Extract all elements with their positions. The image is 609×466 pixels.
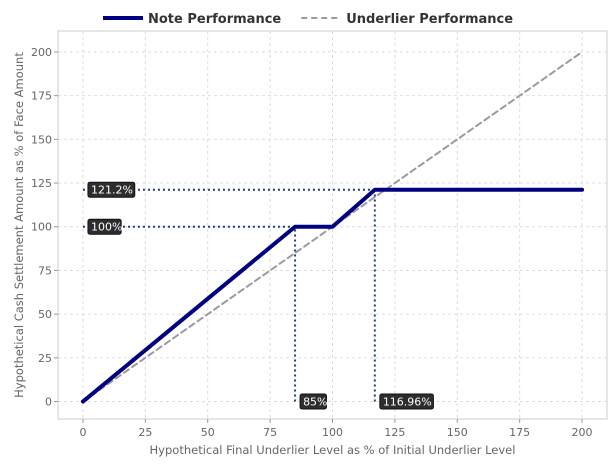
annotation-text: 85% (303, 396, 327, 409)
annotation-box (87, 218, 122, 235)
annotation-box (87, 181, 136, 198)
annotation-label: 100% (87, 218, 122, 235)
legend: Note Performance Underlier Performance (103, 12, 513, 27)
x-tick-label: 50 (201, 426, 215, 439)
legend-item: Underlier Performance (301, 12, 513, 27)
legend-item: Note Performance (103, 12, 281, 27)
x-tick-label: 25 (138, 426, 152, 439)
x-tick-label: 150 (447, 426, 468, 439)
annotations: 121.2% 100% 85% 116.96% (87, 181, 434, 410)
annotation-text: 116.96% (383, 396, 432, 409)
y-tick-label: 0 (45, 396, 52, 409)
y-axis-title: Hypothetical Cash Settlement Amount as %… (12, 52, 26, 398)
y-tick-label: 150 (31, 133, 52, 146)
x-tick-label: 125 (384, 426, 405, 439)
grid (58, 31, 607, 419)
legend-label: Underlier Performance (346, 12, 513, 27)
annotation-text: 100% (91, 221, 122, 234)
note-performance-line (80, 187, 585, 404)
y-tick-label: 50 (38, 308, 52, 321)
legend-label: Note Performance (148, 12, 281, 27)
annotation-text: 121.2% (91, 184, 133, 197)
x-tick-label: 100 (322, 426, 343, 439)
axis-ticks: 0 25 50 75 100 125 150 175 200 0 25 50 75 100 125 150 17… (31, 46, 593, 439)
y-tick-label: 200 (31, 46, 52, 59)
y-tick-label: 25 (38, 352, 52, 365)
annotation-label: 85% (299, 393, 328, 410)
x-tick-label: 75 (263, 426, 277, 439)
x-tick-label: 175 (509, 426, 530, 439)
x-axis-title: Hypothetical Final Underlier Level as % … (150, 443, 516, 457)
y-tick-label: 175 (31, 90, 52, 103)
annotation-box (379, 393, 434, 410)
annotation-label: 121.2% (87, 181, 136, 198)
series-lines (80, 50, 585, 404)
y-tick-label: 75 (38, 264, 52, 277)
x-tick-label: 0 (79, 426, 86, 439)
x-tick-label: 200 (572, 426, 593, 439)
y-tick-label: 125 (31, 177, 52, 190)
annotation-box (299, 393, 327, 410)
annotation-label: 116.96% (379, 393, 434, 410)
y-tick-label: 100 (31, 221, 52, 234)
